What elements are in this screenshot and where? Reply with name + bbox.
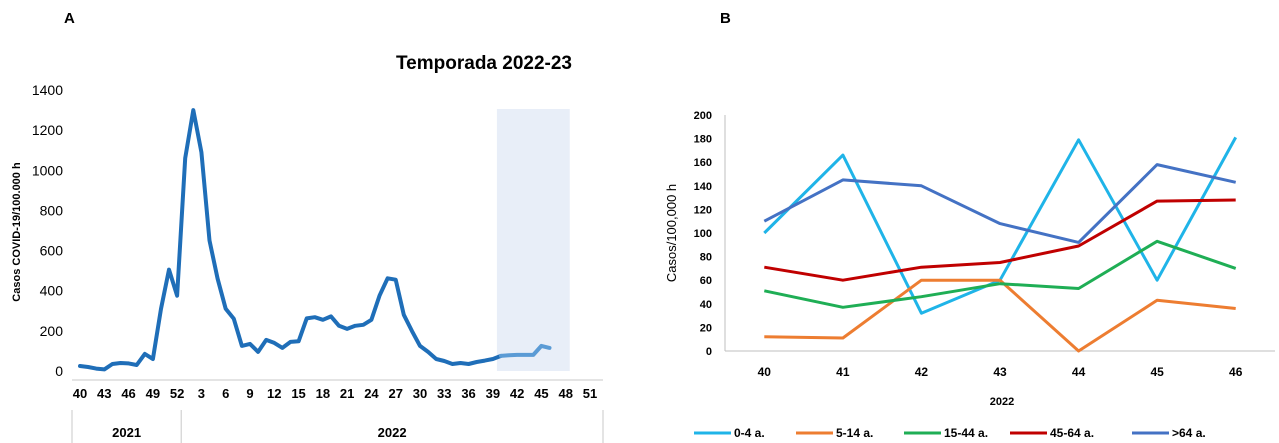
series-line-current-season <box>499 343 552 358</box>
legend-label: 45-64 a. <box>1050 426 1094 440</box>
year-label-2022: 2022 <box>378 425 407 440</box>
chart-a-weekly-covid-cases: Temporada 2022-23 Casos COVID-19/100.000 … <box>11 53 604 443</box>
y-tick-label: 0 <box>706 346 712 358</box>
series-line-confirmed <box>78 108 503 372</box>
x-tick-label: 40 <box>758 365 772 379</box>
y-tick-label: 800 <box>40 202 64 218</box>
y-tick-label: 1200 <box>32 122 63 138</box>
x-tick-label: 21 <box>340 386 354 401</box>
legend-label: 0-4 a. <box>734 426 765 440</box>
y-tick-label: 100 <box>694 228 712 240</box>
x-tick-label: 39 <box>486 386 500 401</box>
x-tick-label: 33 <box>437 386 451 401</box>
y-tick-label: 600 <box>40 243 64 259</box>
x-tick-label: 48 <box>558 386 572 401</box>
y-tick-label: 200 <box>40 323 64 339</box>
y-tick-label: 0 <box>55 363 63 379</box>
x-tick-label: 27 <box>388 386 402 401</box>
x-tick-label: 9 <box>246 386 253 401</box>
y-tick-label: 1000 <box>32 162 63 178</box>
x-tick-label: 36 <box>461 386 475 401</box>
x-tick-label: 41 <box>836 365 850 379</box>
chart-b-y-axis-title: Casos/100,000 h <box>664 184 679 282</box>
y-tick-label: 20 <box>700 322 712 334</box>
x-tick-label: 30 <box>413 386 427 401</box>
x-tick-label: 52 <box>170 386 184 401</box>
x-tick-label: 40 <box>73 386 87 401</box>
y-tick-label: 140 <box>694 181 712 193</box>
x-tick-label: 44 <box>1072 365 1086 379</box>
x-tick-label: 46 <box>1229 365 1243 379</box>
highlight-band <box>496 109 570 371</box>
series-line <box>763 163 1237 244</box>
x-tick-label: 49 <box>146 386 160 401</box>
y-tick-label: 60 <box>700 275 712 287</box>
chart-b-x-axis-title: 2022 <box>990 396 1014 408</box>
x-tick-label: 45 <box>534 386 548 401</box>
y-tick-label: 400 <box>40 283 64 299</box>
y-tick-label: 80 <box>700 252 712 264</box>
x-tick-label: 46 <box>121 386 135 401</box>
chart-a-title: Temporada 2022-23 <box>396 53 572 74</box>
y-tick-label: 160 <box>694 157 712 169</box>
x-tick-label: 43 <box>993 365 1007 379</box>
x-tick-label: 42 <box>510 386 524 401</box>
x-tick-label: 3 <box>198 386 205 401</box>
chart-a-y-axis-title: Casos COVID-19/100.000 h <box>11 162 23 302</box>
y-tick-label: 40 <box>700 299 712 311</box>
y-tick-label: 180 <box>694 134 712 146</box>
y-tick-label: 200 <box>694 110 712 122</box>
series-line <box>764 278 1236 353</box>
x-tick-label: 42 <box>915 365 929 379</box>
year-label-2021: 2021 <box>112 425 141 440</box>
y-tick-label: 1400 <box>32 82 63 98</box>
series-line <box>764 198 1236 282</box>
x-tick-label: 15 <box>291 386 305 401</box>
x-tick-label: 45 <box>1150 365 1164 379</box>
legend-label: >64 a. <box>1172 426 1206 440</box>
x-tick-label: 6 <box>222 386 229 401</box>
x-tick-label: 24 <box>364 386 379 401</box>
x-tick-label: 12 <box>267 386 281 401</box>
legend-label: 15-44 a. <box>944 426 988 440</box>
x-tick-label: 51 <box>583 386 597 401</box>
series-line <box>763 239 1237 309</box>
y-tick-label: 120 <box>694 204 712 216</box>
legend-label: 5-14 a. <box>836 426 873 440</box>
x-tick-label: 18 <box>316 386 330 401</box>
panel-label-b: B <box>720 10 731 27</box>
series-line <box>763 136 1238 315</box>
x-tick-label: 43 <box>97 386 111 401</box>
panel-label-a: A <box>64 10 75 27</box>
